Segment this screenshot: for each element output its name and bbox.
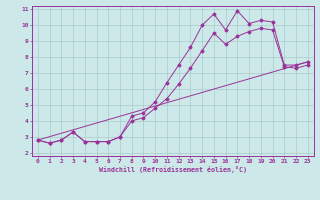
X-axis label: Windchill (Refroidissement éolien,°C): Windchill (Refroidissement éolien,°C) — [99, 166, 247, 173]
